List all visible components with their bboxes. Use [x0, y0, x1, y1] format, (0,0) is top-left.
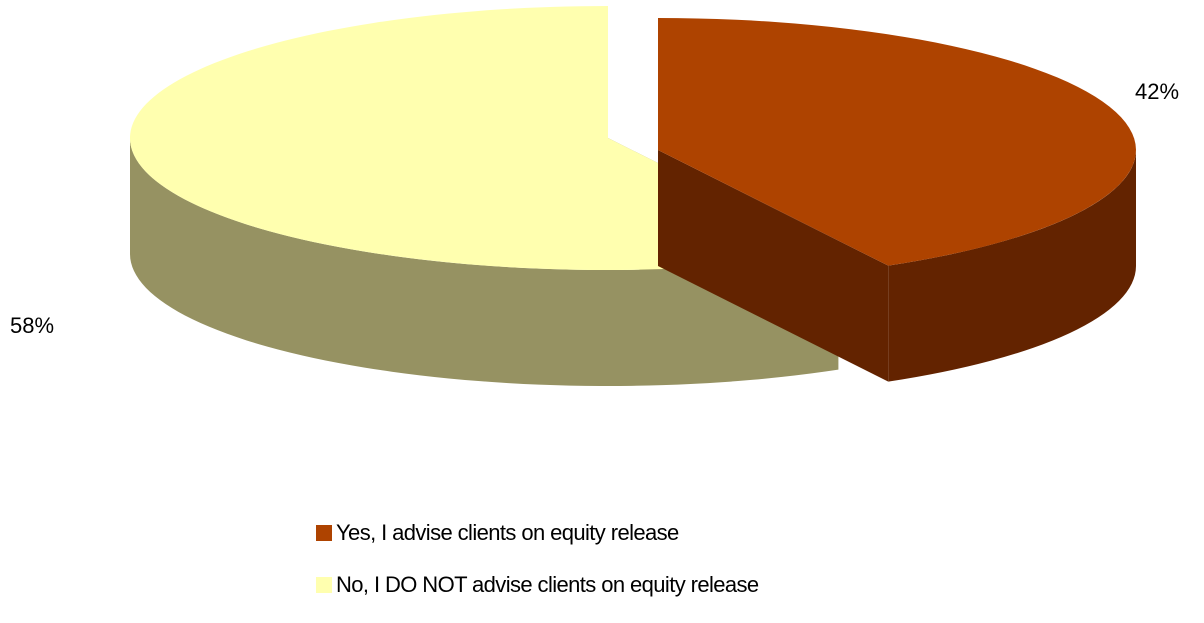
slice-yes — [658, 18, 1136, 266]
legend-label-yes: Yes, I advise clients on equity release — [336, 520, 679, 545]
data-labels-layer: 42% 58% — [10, 79, 1179, 338]
slice-yes-side — [888, 150, 1136, 382]
legend-item-no: No, I DO NOT advise clients on equity re… — [316, 571, 759, 599]
legend: Yes, I advise clients on equity release … — [316, 519, 759, 623]
slice-yes-inner-side — [658, 150, 889, 382]
legend-label-no: No, I DO NOT advise clients on equity re… — [336, 572, 759, 597]
slice-no-side — [130, 138, 839, 386]
slices-layer — [129, 6, 1136, 386]
data-label-yes: 42% — [1135, 79, 1179, 104]
legend-item-yes: Yes, I advise clients on equity release — [316, 519, 759, 547]
legend-swatch-yes — [316, 525, 332, 541]
legend-swatch-no — [316, 577, 332, 593]
data-label-no: 58% — [10, 313, 54, 338]
